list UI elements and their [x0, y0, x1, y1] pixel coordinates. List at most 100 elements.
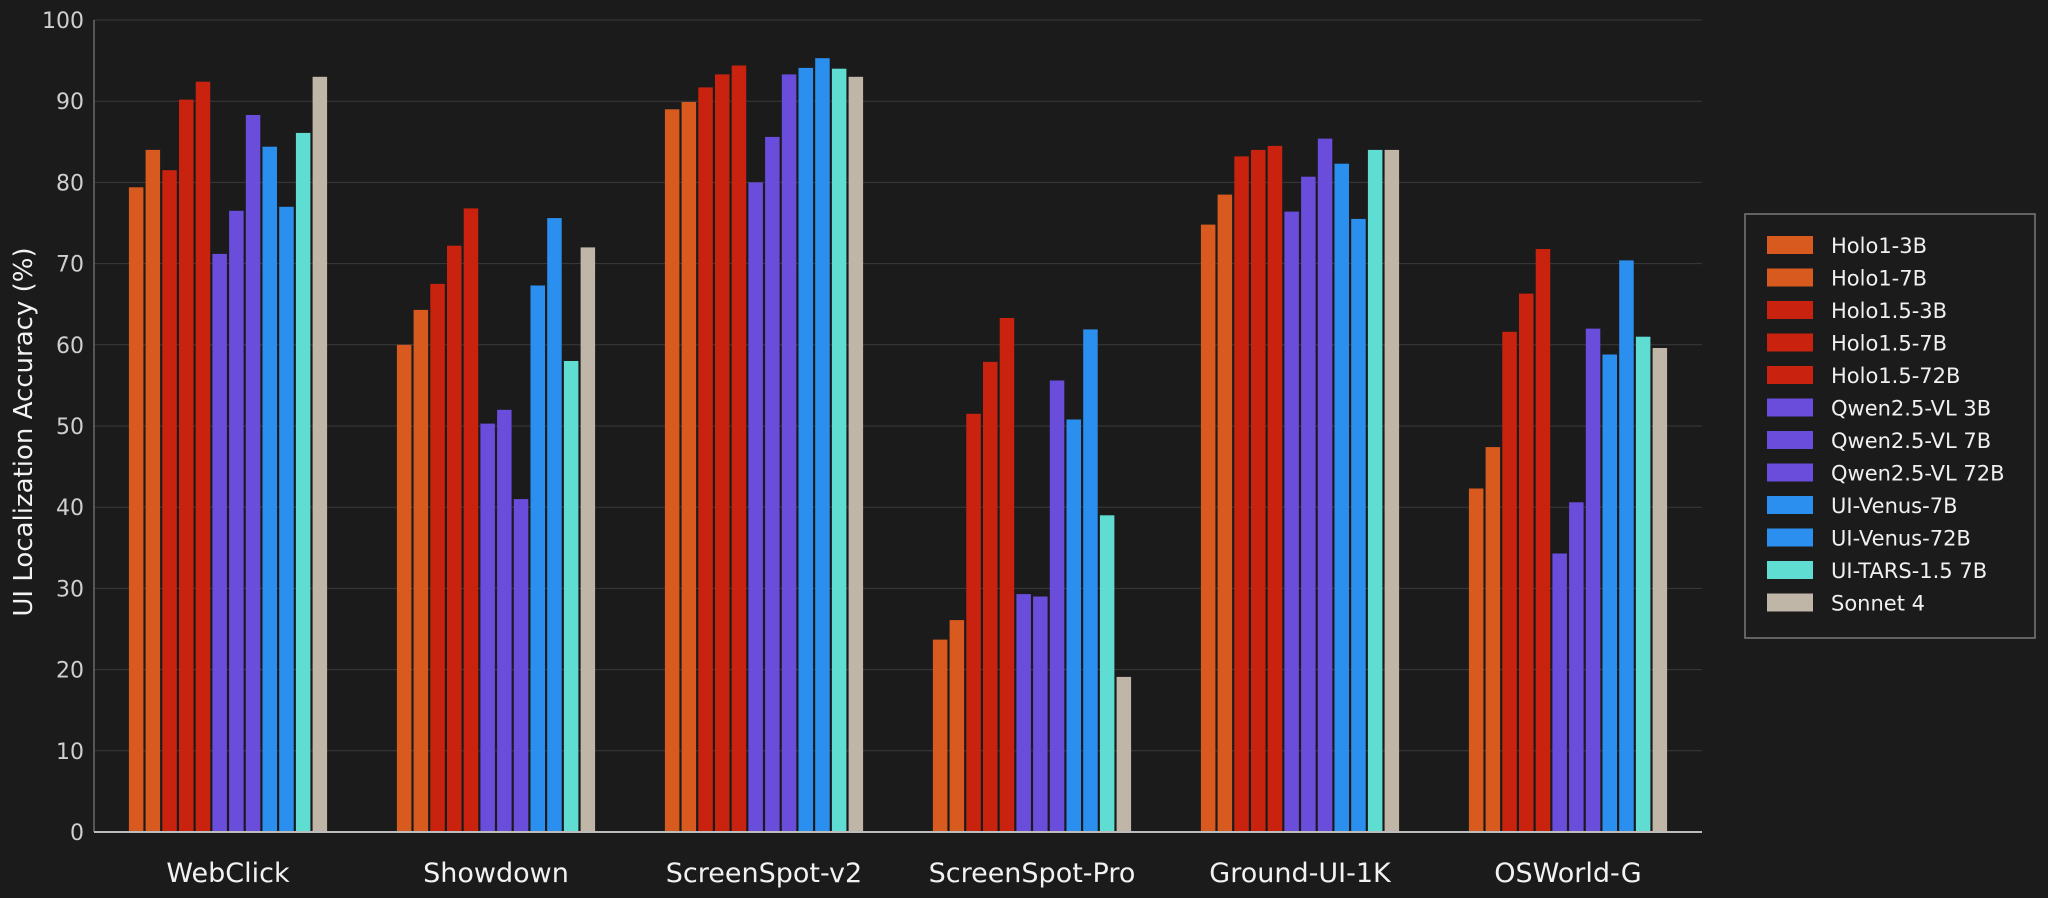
- y-tick-label: 10: [56, 740, 84, 765]
- x-tick-label: Showdown: [423, 858, 569, 889]
- bar: [765, 136, 780, 832]
- legend-swatch: [1767, 333, 1813, 352]
- y-tick-label: 30: [56, 577, 84, 602]
- bar: [463, 208, 479, 832]
- bar: [563, 361, 579, 832]
- bar: [1502, 331, 1517, 832]
- bar: [1083, 329, 1098, 832]
- y-tick-label: 80: [56, 171, 84, 196]
- legend-swatch: [1767, 528, 1813, 547]
- bar: [212, 253, 227, 832]
- legend-swatch: [1767, 463, 1813, 482]
- bar: [1033, 596, 1048, 832]
- bar: [162, 170, 177, 832]
- bar: [748, 182, 763, 832]
- bar: [1251, 149, 1266, 832]
- bar: [413, 309, 429, 832]
- x-tick-label: Ground-UI-1K: [1209, 858, 1392, 889]
- bar: [731, 65, 747, 832]
- bar: [664, 109, 680, 833]
- legend-swatch: [1767, 398, 1813, 417]
- legend-swatch: [1767, 236, 1813, 254]
- legend-entry: Sonnet 4: [1831, 592, 1925, 616]
- bar: [949, 620, 965, 832]
- bar: [1468, 488, 1484, 832]
- bar: [279, 206, 294, 833]
- bar: [1569, 502, 1584, 832]
- bar: [295, 132, 311, 832]
- bar: [1367, 149, 1383, 832]
- y-tick-label: 0: [70, 821, 84, 846]
- bar: [430, 283, 445, 832]
- bar: [1552, 553, 1567, 832]
- bar: [1066, 419, 1081, 832]
- bar: [932, 639, 948, 832]
- bar: [262, 146, 277, 832]
- legend-swatch: [1767, 593, 1813, 612]
- bar: [1284, 211, 1299, 833]
- x-tick-label: ScreenSpot-Pro: [929, 858, 1136, 889]
- y-tick-label: 70: [56, 253, 84, 278]
- bar: [1234, 156, 1249, 832]
- y-tick-label: 40: [56, 496, 84, 521]
- bar: [179, 99, 194, 833]
- bar: [1267, 145, 1283, 832]
- legend-entry: Holo1-3B: [1831, 234, 1927, 258]
- x-tick-label: OSWorld-G: [1494, 858, 1641, 889]
- bar: [698, 87, 713, 832]
- bar: [831, 68, 847, 832]
- bar: [547, 218, 562, 833]
- y-tick-label: 100: [42, 9, 84, 34]
- legend-swatch: [1767, 496, 1813, 514]
- bar: [681, 102, 697, 832]
- legend-swatch: [1767, 561, 1813, 579]
- axes: 0 10 20 30 40 50 60 70 80 90 100 WebClick Showdown Sc…: [42, 9, 1702, 889]
- bar: [1200, 224, 1216, 833]
- bar: [1301, 176, 1316, 832]
- bar: [396, 344, 412, 832]
- bar: [1535, 249, 1551, 832]
- grid-lines: [94, 19, 1702, 752]
- bar: [229, 210, 244, 833]
- x-tick-label: WebClick: [166, 858, 290, 889]
- bar: [798, 67, 813, 832]
- bar: [1652, 348, 1668, 832]
- bar: [128, 187, 144, 833]
- legend-entry: UI-TARS-1.5 7B: [1831, 559, 1987, 583]
- legend: Holo1-3B Holo1-7B Holo1.5-3B Holo1.5-7B Holo…: [1744, 213, 2036, 639]
- legend-entry: Holo1-7B: [1831, 267, 1927, 291]
- legend-entry: Qwen2.5-VL 72B: [1831, 462, 2005, 486]
- legend-swatch: [1767, 268, 1813, 287]
- bar: [1116, 676, 1132, 832]
- bar: [195, 81, 211, 832]
- bar: [1334, 163, 1349, 832]
- bar: [815, 58, 830, 832]
- bar: [1351, 218, 1366, 832]
- bar: [1099, 515, 1115, 832]
- bar: [245, 115, 261, 832]
- bar: [1585, 328, 1601, 832]
- bar: [966, 413, 981, 832]
- legend-swatch: [1767, 301, 1813, 319]
- legend-entry: Qwen2.5-VL 3B: [1831, 397, 1991, 421]
- bar: [1485, 447, 1501, 832]
- bar: [1519, 293, 1534, 833]
- bar: [1217, 194, 1233, 833]
- bar: [580, 247, 596, 832]
- bar: [513, 499, 529, 832]
- bar: [1049, 380, 1065, 832]
- bar: [312, 76, 328, 833]
- bar: [781, 74, 797, 832]
- bar: [530, 285, 545, 832]
- bar: [999, 318, 1015, 832]
- legend-swatch: [1767, 431, 1813, 449]
- bar: [983, 361, 998, 832]
- bar: [1016, 594, 1031, 832]
- bar: [1619, 260, 1634, 832]
- y-tick-label: 20: [56, 659, 84, 684]
- legend-entry: UI-Venus-72B: [1831, 527, 1971, 551]
- legend-swatch: [1767, 366, 1813, 384]
- bar: [1635, 336, 1651, 832]
- legend-entry: Holo1.5-7B: [1831, 332, 1947, 356]
